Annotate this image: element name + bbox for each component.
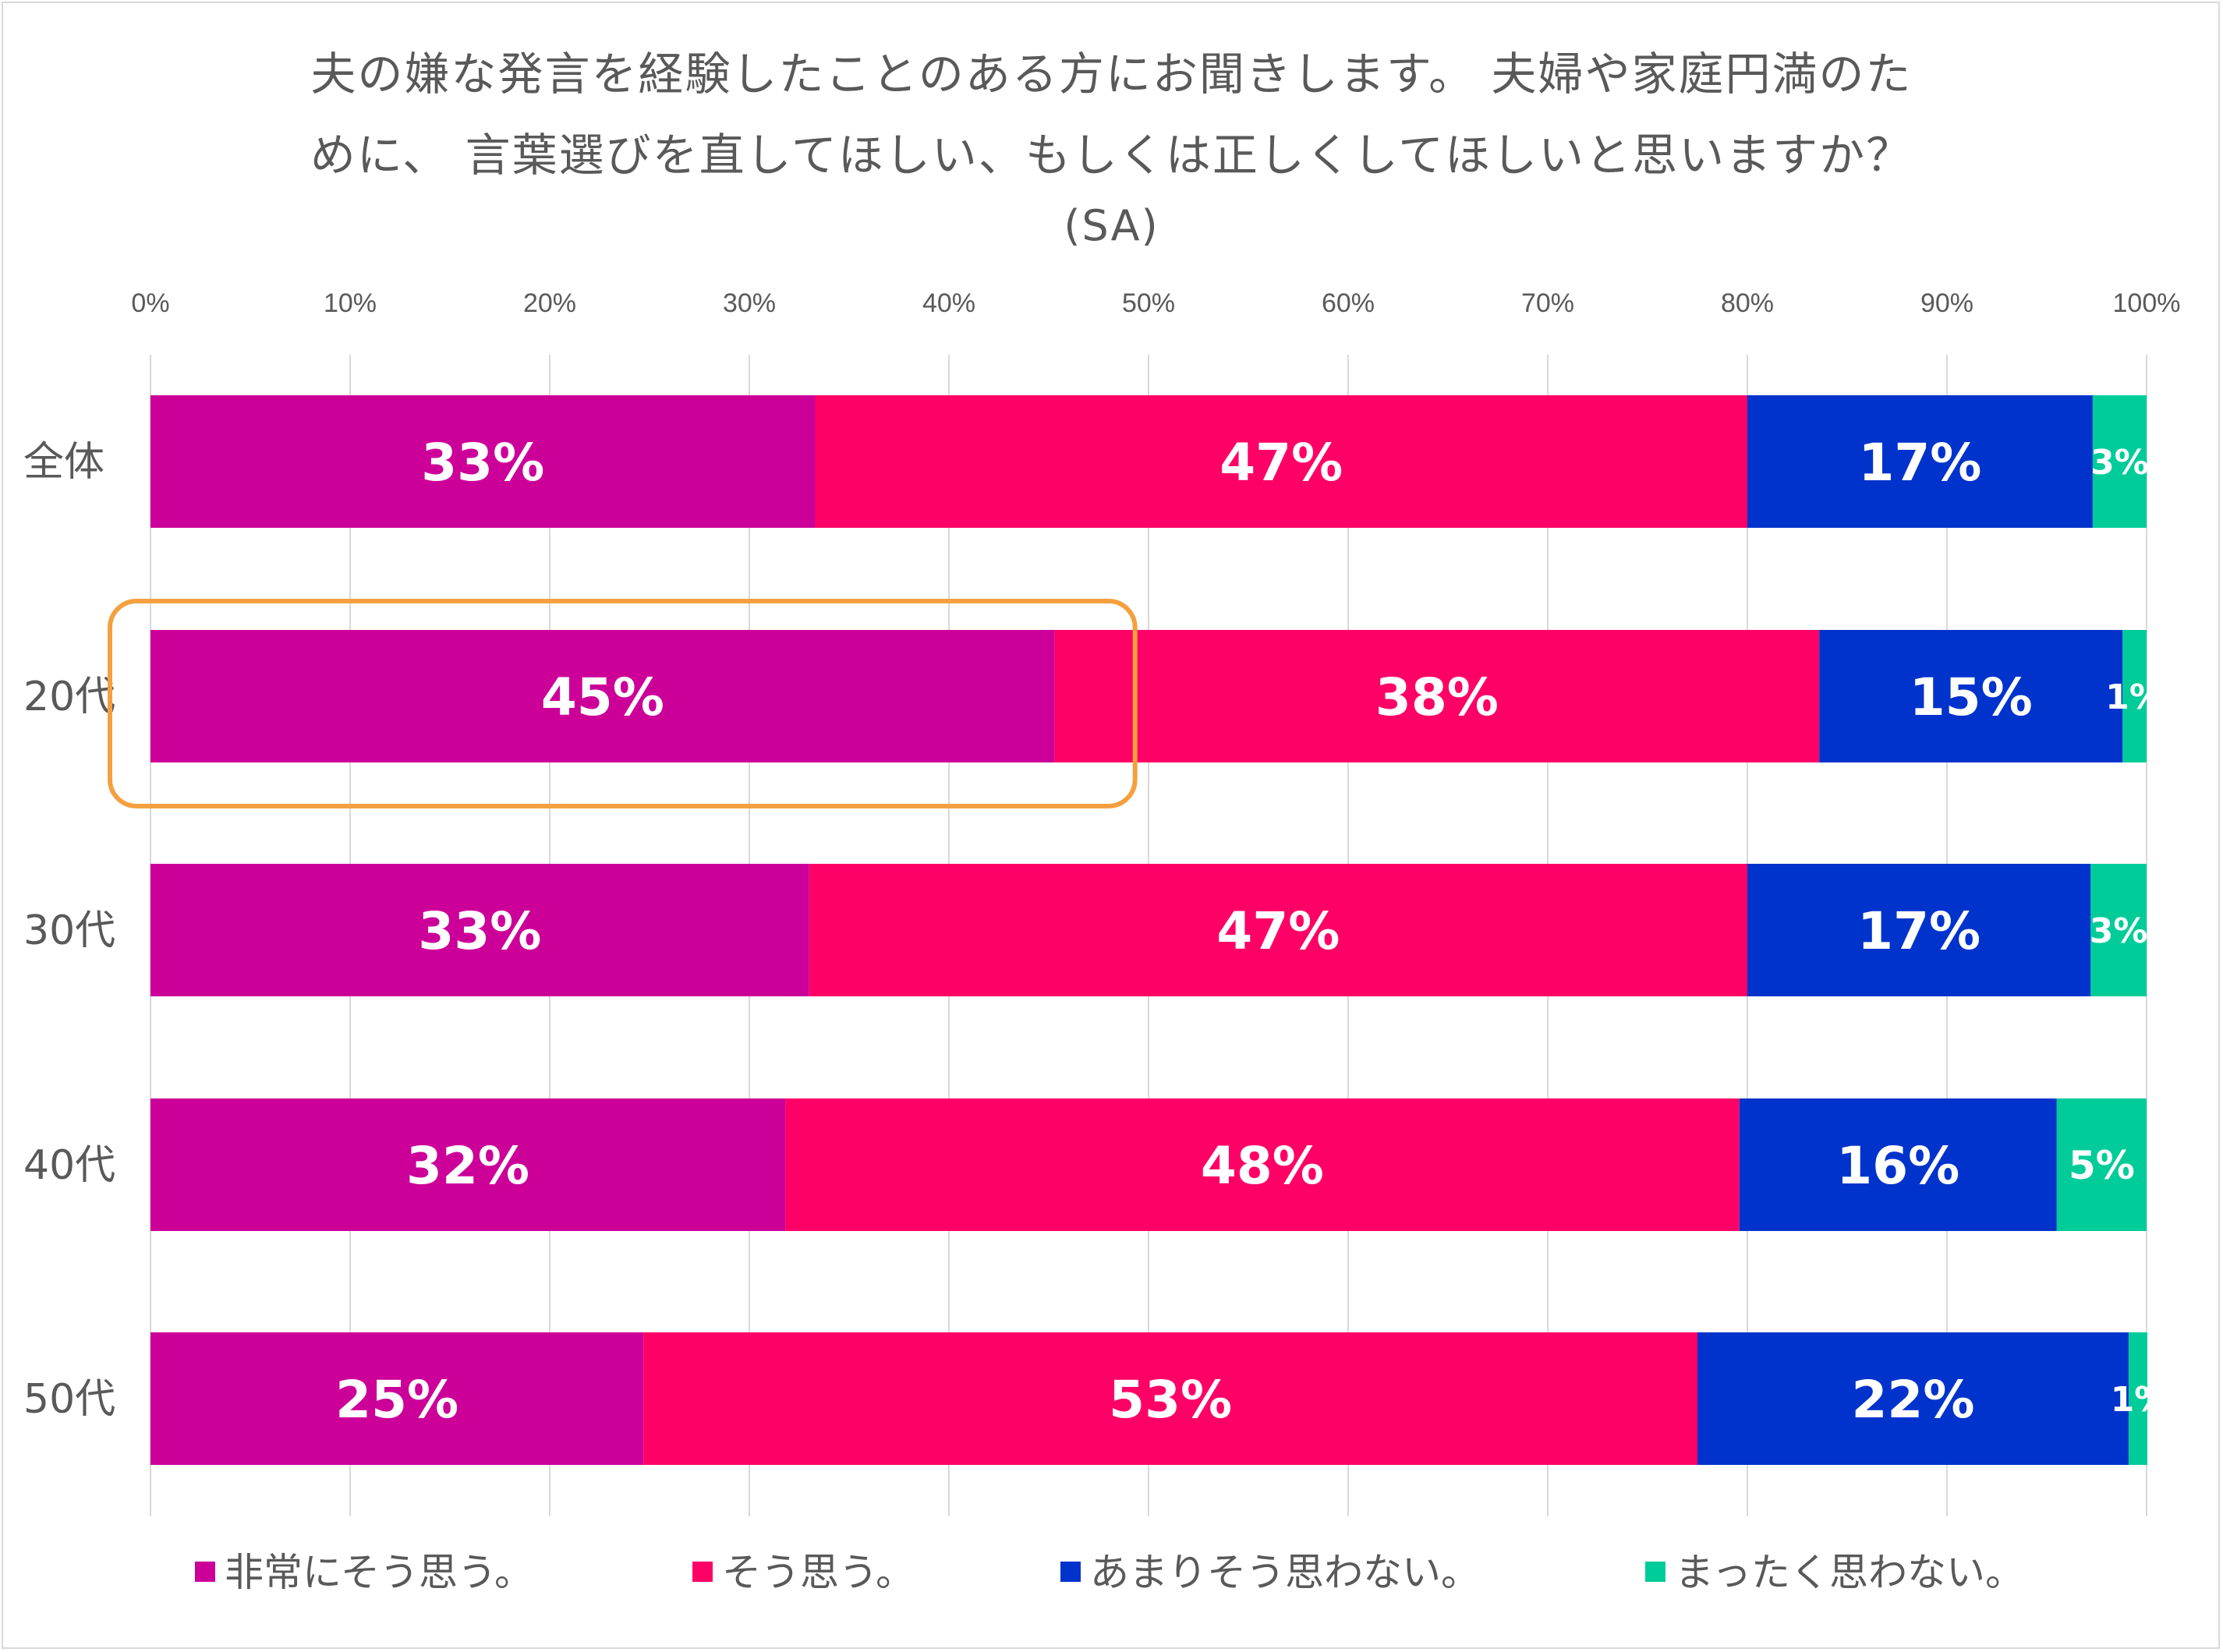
legend: 非常にそう思う。 そう思う。 あまりそう思わない。 まったく思わない。 [195, 1550, 2024, 1595]
legend-swatch [692, 1562, 713, 1582]
data-label: 17% [1858, 433, 1981, 493]
data-label: 47% [1219, 433, 1343, 493]
data-label: 48% [1201, 1136, 1324, 1196]
category-label: 40代 [23, 1142, 115, 1189]
bar-segment [2090, 864, 2147, 996]
bar-segment [150, 395, 816, 528]
x-tick-label: 0% [131, 288, 169, 318]
x-axis-ticks: 0% 10% 20% 30% 40% 50% 60% 70% 80% 90% 100% [131, 288, 2180, 318]
x-tick-label: 60% [1322, 288, 1375, 318]
data-label: 38% [1375, 667, 1499, 727]
category-label: 20代 [23, 674, 115, 720]
data-label: 53% [1109, 1370, 1232, 1430]
annotation-highlight-box [108, 599, 1138, 808]
annotation [108, 599, 1138, 808]
data-label: 22% [1851, 1370, 1974, 1430]
data-label: 16% [1836, 1136, 1959, 1196]
chart-title-line-1: 夫の嫌な発言を経験したことのある方にお聞きします。 夫婦や家庭円満のた [310, 48, 1913, 101]
bar-segment [1819, 630, 2123, 762]
bar-segment [1054, 630, 1820, 762]
bar-segment [1747, 864, 2091, 996]
bar-segment [2122, 630, 2147, 762]
bar-segment [2128, 1332, 2151, 1465]
x-tick-label: 10% [324, 288, 377, 318]
data-label: 45% [541, 667, 664, 727]
legend-item: そう思う。 [692, 1550, 915, 1595]
data-label: 5% [2069, 1143, 2135, 1188]
bar-segment [815, 395, 1747, 528]
bars: 33% 47% 17% 3%45% 38% 15% 1%33% 47% 17% 3%32% 48% 1… [150, 355, 2218, 1516]
chart-title-line-2: めに、 言葉選びを直してほしい、もしくは正しくしてほしいと思いますか？ [310, 129, 1913, 182]
legend-label: そう思う。 [722, 1550, 915, 1595]
bar-segment [785, 1098, 1740, 1231]
bar-row: 32% 48% 16% 5% [150, 1098, 2147, 1231]
x-tick-label: 50% [1122, 288, 1175, 318]
legend-label: まったく思わない。 [1675, 1550, 2024, 1595]
bar-row: 25% 53% 22% 1% [150, 1332, 2168, 1465]
bar-row: 33% 47% 17% 3% [150, 395, 2149, 528]
data-label: 3% [2090, 911, 2148, 951]
category-label: 全体 [23, 439, 104, 486]
bar-row: 45% 38% 15% 1% [150, 630, 2164, 762]
bar-segment [643, 1332, 1697, 1465]
data-label: 33% [421, 433, 544, 493]
data-label: 15% [1910, 667, 2033, 727]
data-label: 25% [335, 1370, 458, 1430]
bar-segment [1697, 1332, 2129, 1465]
legend-label: 非常にそう思う。 [225, 1550, 533, 1595]
bar-segment [809, 864, 1747, 996]
x-tick-label: 80% [1721, 288, 1774, 318]
data-label: 3% [2090, 443, 2149, 483]
data-label: 33% [418, 901, 541, 961]
category-label: 30代 [23, 907, 115, 954]
legend-swatch [1060, 1562, 1081, 1582]
overflow-mask [2147, 355, 2218, 1516]
x-tick-label: 100% [2113, 288, 2181, 318]
category-label: 50代 [23, 1376, 115, 1423]
legend-swatch [195, 1562, 215, 1582]
legend-item: まったく思わない。 [1645, 1550, 2024, 1595]
data-label: 17% [1857, 901, 1981, 961]
bar-segment [2092, 395, 2147, 528]
bar-row: 33% 47% 17% 3% [150, 864, 2148, 996]
x-tick-label: 20% [523, 288, 576, 318]
bar-segment [150, 1098, 786, 1231]
bar-segment [2056, 1098, 2147, 1231]
x-tick-label: 90% [1920, 288, 1973, 318]
bar-segment [1739, 1098, 2057, 1231]
data-label: 32% [406, 1136, 529, 1196]
legend-item: あまりそう思わない。 [1060, 1550, 1480, 1595]
x-tick-label: 40% [922, 288, 975, 318]
bar-segment [150, 1332, 644, 1465]
data-label: 47% [1216, 901, 1340, 961]
legend-label: あまりそう思わない。 [1090, 1550, 1480, 1595]
legend-swatch [1645, 1562, 1665, 1582]
bar-segment [150, 630, 1055, 762]
chart-subtitle: (SA) [1064, 201, 1159, 250]
x-tick-label: 30% [723, 288, 776, 318]
legend-item: 非常にそう思う。 [195, 1550, 533, 1595]
category-labels: 全体 20代 30代 40代 50代 [23, 439, 115, 1423]
bar-segment [1747, 395, 2093, 528]
bar-segment [150, 864, 809, 996]
x-tick-label: 70% [1521, 288, 1574, 318]
